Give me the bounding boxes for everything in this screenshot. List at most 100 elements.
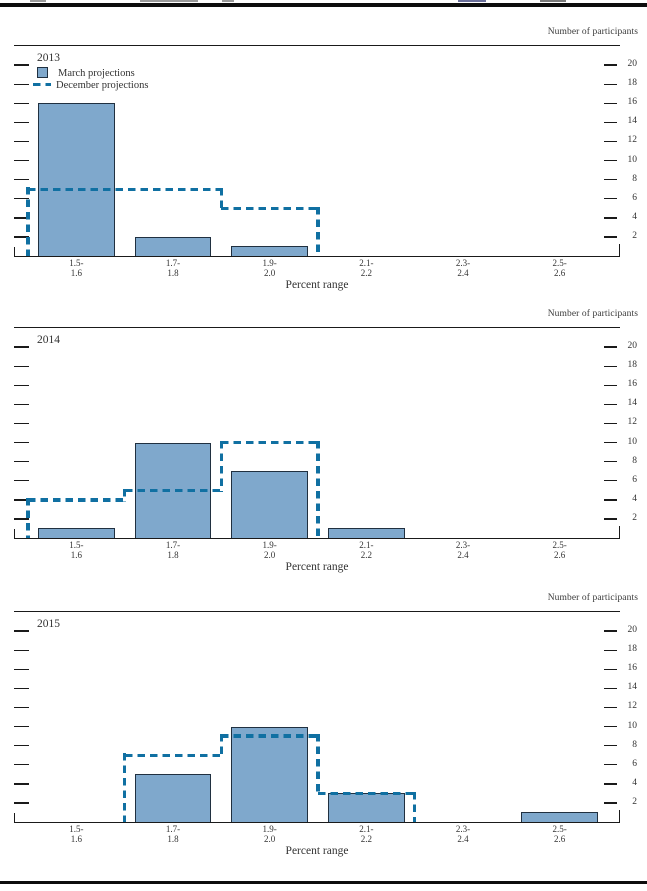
x-category-line1: 1.9- — [262, 824, 277, 834]
axis-corner-stub — [618, 810, 620, 822]
y-tick-label: 20 — [627, 59, 638, 70]
y-tick-label: 14 — [627, 398, 638, 409]
panel-2013: Number of participants 2013 March projec… — [0, 27, 647, 297]
y-tick-left — [14, 764, 29, 766]
december-projections-segment — [122, 488, 127, 502]
x-category-line1: 1.5- — [69, 540, 84, 550]
x-category-line1: 2.3- — [455, 258, 471, 268]
x-category-label: 1.5- 1.6 — [28, 258, 125, 278]
march-projections-bar — [134, 236, 212, 256]
panel-title: 2015 — [37, 618, 60, 630]
x-category-label: 1.7- 1.8 — [125, 824, 222, 844]
x-category-line2: 2.4 — [457, 550, 469, 560]
caption-fragment-mark — [140, 0, 198, 2]
caption-fragment-mark — [30, 0, 46, 2]
y-tick-left — [14, 725, 29, 728]
y-tick-label: 14 — [627, 116, 638, 127]
x-category-line2: 2.0 — [264, 268, 276, 278]
y-tick-left — [14, 83, 29, 85]
y-tick-right — [604, 630, 617, 632]
y-tick-right — [604, 140, 617, 143]
december-projections-segment — [412, 791, 417, 822]
y-tick-label: 8 — [632, 455, 637, 466]
december-projections-segment — [318, 791, 415, 796]
x-category-label: 1.5- 1.6 — [28, 540, 125, 560]
y-tick-right — [604, 802, 617, 804]
y-tick-right — [604, 102, 617, 104]
x-category-line1: 2.1- — [359, 258, 374, 268]
y-tick-left — [14, 346, 29, 348]
y-tick-left — [14, 403, 29, 406]
y-tick-left — [14, 518, 29, 520]
panel-2014: Number of participants 2014 Percent rang… — [0, 309, 647, 579]
y-tick-right — [604, 668, 617, 670]
y-tick-left — [14, 159, 29, 162]
x-category-line2: 2.6 — [554, 268, 566, 278]
x-category-label: 1.9- 2.0 — [221, 258, 318, 278]
y-tick-right — [604, 217, 617, 219]
y-tick-label: 12 — [627, 417, 638, 428]
y-tick-label: 12 — [627, 701, 638, 712]
y-tick-label: 14 — [627, 682, 638, 693]
y-tick-right — [604, 83, 617, 85]
top-rule — [0, 3, 647, 7]
y-tick-right — [604, 346, 617, 348]
y-tick-left — [14, 198, 29, 200]
x-category-line2: 2.4 — [457, 268, 469, 278]
y-tick-right — [604, 649, 617, 651]
x-category-label: 2.3- 2.4 — [415, 258, 512, 278]
right-axis-label: Number of participants — [547, 593, 638, 603]
x-category-line2: 2.2 — [360, 550, 372, 560]
x-category-line1: 1.9- — [262, 258, 277, 268]
december-projections-segment — [219, 187, 224, 210]
x-category-label: 1.9- 2.0 — [221, 824, 318, 844]
y-tick-left — [14, 384, 29, 386]
x-category-line1: 2.3- — [455, 824, 471, 834]
x-category-label: 2.1- 2.2 — [318, 824, 415, 844]
y-tick-label: 20 — [627, 341, 638, 352]
march-projections-bar — [328, 793, 405, 822]
december-projections-segment — [316, 734, 320, 796]
december-projections-segment — [26, 187, 30, 256]
y-tick-left — [14, 668, 29, 670]
y-tick-label: 18 — [627, 644, 638, 655]
x-category-line2: 2.6 — [554, 550, 566, 560]
y-tick-right — [604, 460, 617, 463]
x-category-line2: 2.0 — [264, 550, 276, 560]
y-tick-label: 12 — [627, 135, 638, 146]
x-category-label: 1.9- 2.0 — [221, 540, 318, 560]
x-category-line1: 2.1- — [359, 540, 374, 550]
december-projections-segment — [28, 187, 222, 191]
y-tick-left — [14, 744, 29, 747]
y-tick-label: 4 — [632, 493, 637, 504]
march-projections-bar — [521, 812, 598, 822]
december-projections-segment — [26, 498, 30, 538]
y-tick-right — [604, 499, 617, 501]
x-category-label: 2.3- 2.4 — [415, 824, 512, 844]
december-projections-segment — [28, 498, 125, 502]
axis-corner-stub — [618, 526, 620, 538]
y-tick-left — [14, 783, 29, 785]
x-category-line1: 1.5- — [69, 824, 84, 834]
legend-march-label: March projections — [58, 68, 135, 79]
y-tick-right — [604, 159, 617, 162]
y-tick-left — [14, 121, 29, 124]
y-tick-right — [604, 725, 617, 728]
y-tick-label: 10 — [627, 154, 638, 165]
x-category-line1: 2.1- — [359, 824, 374, 834]
x-category-line2: 2.0 — [264, 834, 276, 844]
y-tick-right — [604, 422, 617, 425]
y-tick-right — [604, 178, 617, 181]
y-tick-left — [14, 178, 29, 181]
y-tick-label: 18 — [627, 360, 638, 371]
y-tick-label: 2 — [632, 512, 637, 523]
x-category-label: 2.1- 2.2 — [318, 540, 415, 560]
y-tick-label: 8 — [632, 739, 637, 750]
y-tick-left — [14, 499, 29, 501]
y-tick-right — [604, 518, 617, 520]
march-projections-bar — [38, 528, 115, 538]
right-axis-label: Number of participants — [547, 27, 638, 37]
caption-fragment-mark — [222, 0, 234, 2]
y-tick-right — [604, 441, 617, 444]
x-category-label: 2.5- 2.6 — [511, 540, 608, 560]
